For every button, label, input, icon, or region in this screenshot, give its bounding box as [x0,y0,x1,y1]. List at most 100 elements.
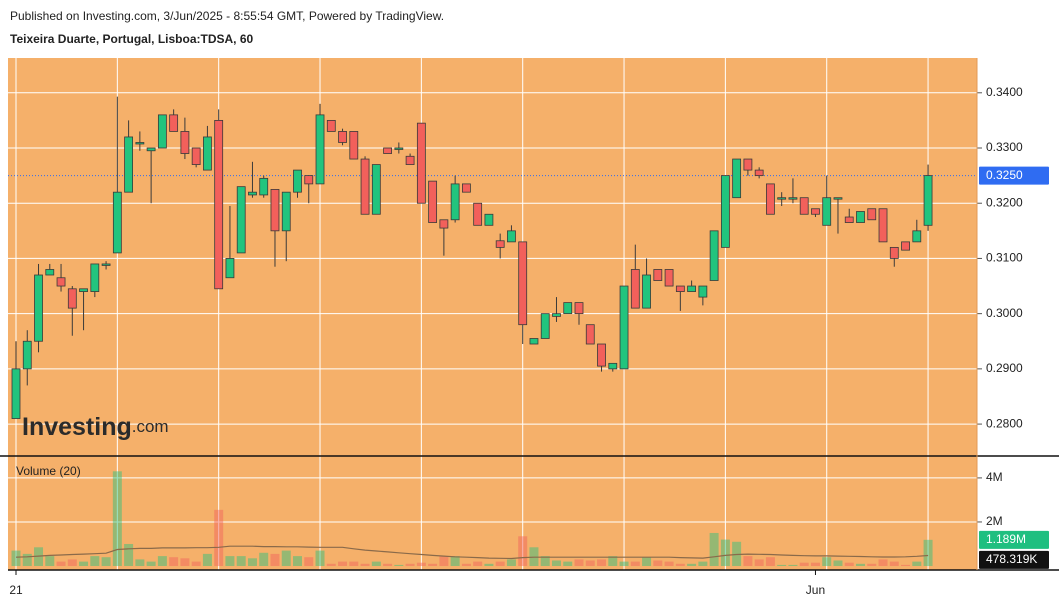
volume-bar [202,553,212,566]
candle-body [203,136,212,171]
candle-body [518,241,528,326]
candle-body [169,114,179,132]
candle-body [597,343,606,367]
candle-body [349,131,359,160]
candle-body [293,169,302,193]
candle-body [394,147,404,150]
x-tick-label: 21 [9,583,23,597]
volume-bar [338,561,348,566]
candle-body [912,230,922,243]
volume-bar [912,561,922,566]
volume-ma-label: 478.319K [986,552,1037,566]
candle-body [833,197,843,200]
candle-body [405,155,415,165]
volume-bar [585,560,595,566]
volume-bar [146,561,156,566]
candle-body [135,142,145,145]
volume-bar [495,561,505,566]
volume-bar [394,564,404,566]
candle-body [22,340,32,370]
candle-body [112,191,122,254]
volume-ma-label-box [979,550,1049,569]
volume-title: Volume (20) [16,464,81,478]
last-price-label: 0.3250 [986,168,1023,182]
volume-ma-line [15,545,929,560]
volume-bar [788,564,798,566]
candle-body [743,158,753,171]
volume-bar [608,556,618,566]
volume-bar [743,556,753,566]
candle-body [540,313,550,339]
volume-bar [157,556,167,566]
chart-title: Teixeira Duarte, Portugal, Lisboa:TDSA, … [10,32,253,46]
volume-bar [416,562,426,566]
last-volume-label: 1.189M [986,532,1026,546]
volume-bar [22,553,32,566]
volume-bar [11,550,21,566]
volume-bar [371,561,381,566]
candle-body [698,285,708,298]
volume-bar [281,550,291,566]
candle-body [191,147,201,165]
candle-body [788,197,798,200]
candle-body [856,211,865,223]
candle-body [90,263,100,292]
volume-bar [698,561,708,566]
candle-body [619,285,629,370]
candle-body [766,183,775,215]
volume-bar [45,556,55,566]
watermark: Investing.com [22,413,169,441]
volume-bar [180,558,190,566]
candle-body [315,114,325,185]
volume-bar [709,532,719,566]
volume-bar [664,561,674,566]
volume-bar [822,557,832,566]
last-price-label-box [979,166,1049,185]
candle-body [529,338,539,345]
candle-body [822,197,832,226]
volume-bar [169,557,179,566]
candle-body [461,183,471,193]
candle-body [439,219,449,229]
candle-body [180,131,190,154]
volume-bar [473,561,483,566]
watermark-brand: Investing [22,413,132,441]
volume-bar [732,541,742,566]
volume-bar [923,539,933,566]
candle-body [574,302,584,315]
candle-body [754,169,764,177]
candle-body [11,368,21,419]
volume-bar [856,563,865,566]
volume-bar [777,564,787,566]
candle-body [56,277,66,287]
candle-body [338,131,347,143]
volume-bar [450,556,460,566]
candle-body [371,164,381,215]
volume-bar [810,562,820,566]
candle-body [326,119,336,132]
volume-bar [439,556,449,566]
volume-bar [349,561,359,566]
y-tick-label: 0.2900 [986,361,1023,375]
volume-bar [259,552,269,566]
volume-bar [124,543,134,566]
volume-bar [135,559,145,566]
volume-bar [405,563,415,566]
candle-body [259,177,269,196]
candle-body [270,189,280,232]
candle-body [552,313,561,317]
y-tick-label: 0.3100 [986,251,1023,265]
marks [11,96,933,566]
candle-body [146,147,156,152]
candle-body [34,274,43,342]
volume-bar [619,561,629,566]
candle-body [777,197,787,200]
volume-bar [878,559,888,566]
y-tick-label: 0.3200 [986,195,1023,209]
candle-body [67,288,77,309]
volume-bar [518,536,528,566]
candle-body [495,240,505,248]
volume-bar [304,557,314,566]
candle-body [45,269,55,276]
candle-body [687,285,696,292]
